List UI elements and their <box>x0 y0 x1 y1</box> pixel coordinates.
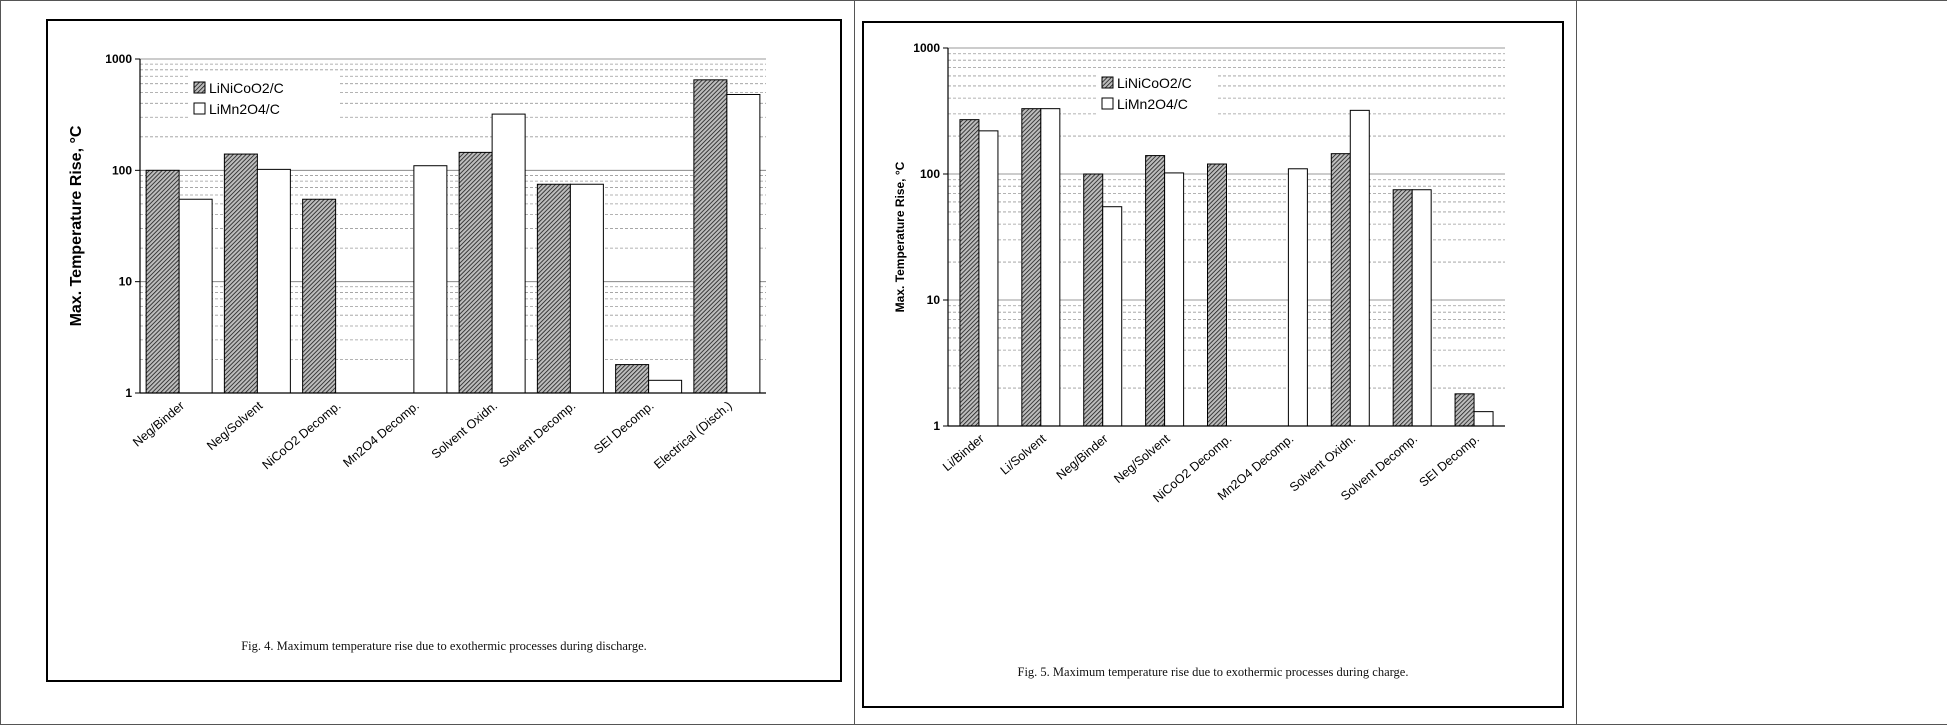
bar-linicoo2-4 <box>1145 155 1166 427</box>
y-axis-label: Max. Temperature Rise, °C <box>68 125 85 326</box>
bar-limn2o4-6 <box>1287 168 1308 427</box>
legend-label: LiMn2O4/C <box>209 101 280 117</box>
gridlines <box>140 58 766 360</box>
bar-linicoo2-9 <box>1454 393 1475 427</box>
figure-5-panel: 1 10 100 1000 Max. Temperature Rise, °C Li/Bi… <box>862 21 1564 708</box>
bar-linicoo2-6 <box>536 183 571 394</box>
x-tick-label: Mn2O4 Decomp. <box>340 399 421 470</box>
table-border-top <box>0 0 1947 1</box>
bar-limn2o4-9 <box>1473 411 1494 427</box>
bar-limn2o4-3 <box>1102 206 1123 427</box>
x-tick-label: Solvent Oxidn. <box>429 399 500 462</box>
bar-linicoo2-1 <box>959 119 980 427</box>
legend-swatch <box>1101 76 1114 89</box>
bar-linicoo2-1 <box>145 169 180 394</box>
x-tick-label: SEI Decomp. <box>1417 432 1482 490</box>
y-tick-label: 1 <box>933 419 940 433</box>
legend-label: LiNiCoO2/C <box>1117 75 1192 91</box>
bar-limn2o4-1 <box>178 198 213 394</box>
bar-limn2o4-8 <box>1411 189 1432 427</box>
bar-limn2o4-8 <box>726 93 761 394</box>
y-tick-label: 1 <box>125 386 132 400</box>
figure-4-caption: Fig. 4. Maximum temperature rise due to … <box>241 639 647 653</box>
y-tick-label: 10 <box>119 275 133 289</box>
bar-limn2o4-7 <box>648 379 683 394</box>
x-tick-label: SEI Decomp. <box>591 399 656 457</box>
legend-swatch <box>193 102 206 115</box>
table-divider-2 <box>1576 0 1577 725</box>
bar-linicoo2-7 <box>1330 153 1351 427</box>
x-tick-label: Solvent Decomp. <box>496 399 578 471</box>
bar-linicoo2-7 <box>615 364 650 394</box>
y-tick-label: 100 <box>920 167 940 181</box>
figure-4-panel: 1 10 100 1000 Max. Temperature Rise, °C Neg/B… <box>46 19 842 682</box>
bar-linicoo2-5 <box>1207 163 1227 427</box>
bar-linicoo2-8 <box>693 79 728 394</box>
x-tick-label: Li/Binder <box>940 432 987 474</box>
figure-5-caption: Fig. 5. Maximum temperature rise due to … <box>1017 665 1409 679</box>
legend-swatch <box>1101 97 1114 110</box>
x-tick-label: Neg/Binder <box>1054 432 1111 483</box>
x-tick-label: NiCoO2 Decomp. <box>260 399 344 473</box>
bar-linicoo2-2 <box>1021 108 1042 427</box>
table-border-left <box>0 0 1 725</box>
bar-limn2o4-6 <box>569 183 604 394</box>
x-tick-label: Neg/Solvent <box>1111 431 1173 486</box>
x-tick-label: Li/Solvent <box>998 431 1049 477</box>
y-axis-label: Max. Temperature Rise, °C <box>893 161 907 312</box>
figure-5-chart: 1 10 100 1000 Max. Temperature Rise, °C Li/Bi… <box>893 41 1505 505</box>
figure-4-chart: 1 10 100 1000 Max. Temperature Rise, °C Neg/B… <box>68 52 766 473</box>
y-tick-label: 1000 <box>913 41 940 55</box>
bar-limn2o4-4 <box>413 165 448 394</box>
bar-linicoo2-3 <box>302 198 337 394</box>
bar-linicoo2-5 <box>458 151 493 394</box>
legend-swatch <box>193 81 206 94</box>
bar-limn2o4-2 <box>1040 108 1061 427</box>
y-tick-label: 10 <box>927 293 941 307</box>
legend: LiNiCoO2/C LiMn2O4/C <box>188 74 338 122</box>
x-tick-label: Electrical (Disch.) <box>651 399 734 472</box>
bar-linicoo2-8 <box>1392 189 1413 427</box>
x-tick-label: Neg/Solvent <box>204 398 266 453</box>
legend-label: LiNiCoO2/C <box>209 80 284 96</box>
legend-label: LiMn2O4/C <box>1117 96 1188 112</box>
table-divider-1 <box>854 0 855 725</box>
x-tick-label: Neg/Binder <box>130 399 187 450</box>
legend: LiNiCoO2/C LiMn2O4/C <box>1096 69 1216 117</box>
bar-limn2o4-7 <box>1349 109 1370 427</box>
bar-limn2o4-4 <box>1164 172 1185 427</box>
bar-limn2o4-2 <box>256 168 291 394</box>
bar-linicoo2-2 <box>223 153 258 394</box>
y-tick-label: 100 <box>112 163 132 177</box>
bar-limn2o4-5 <box>491 113 526 394</box>
y-tick-label: 1000 <box>105 52 132 66</box>
bar-limn2o4-1 <box>978 130 999 427</box>
bar-linicoo2-3 <box>1083 173 1104 427</box>
